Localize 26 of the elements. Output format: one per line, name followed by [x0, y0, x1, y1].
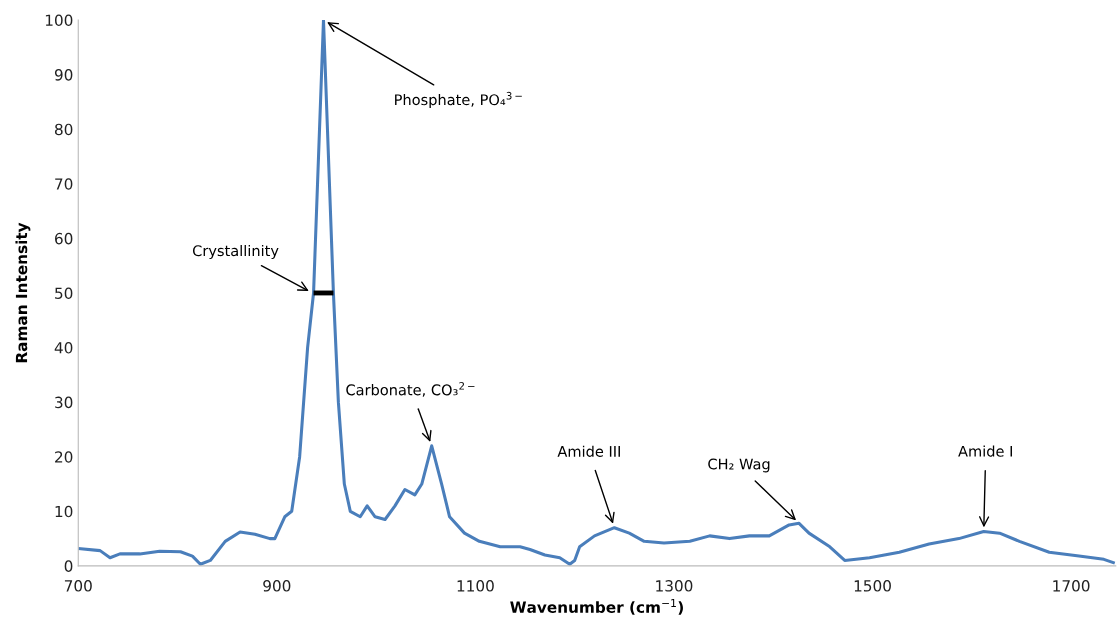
x-tick-label: 1100	[457, 580, 494, 592]
annotation: Crystallinity	[192, 244, 279, 260]
x-tick-label: 1500	[854, 580, 891, 592]
line-series	[78, 20, 1116, 566]
annotation: CH₂ Wag	[708, 458, 770, 473]
y-tick-label: 30	[55, 396, 73, 409]
x-axis-title: Wavenumber (cm$^{−1}$)	[510, 599, 683, 615]
annotation: Carbonate, CO₃$^{2−}$	[346, 382, 475, 397]
y-tick-label: 100	[45, 14, 73, 27]
x-tick-label: 900	[263, 580, 291, 592]
y-tick-label: 10	[55, 505, 73, 518]
y-tick-label: 20	[55, 451, 73, 463]
annotation: Phosphate, PO₄$^{3−}$	[395, 91, 522, 109]
x-tick-label: 1300	[656, 580, 693, 592]
y-axis-title: Raman Intensity	[15, 222, 31, 363]
y-tick-label: 80	[54, 123, 73, 136]
annotation: Amide III	[557, 445, 620, 457]
y-tick-label: 60	[55, 232, 73, 245]
y-tick-label: 50	[55, 287, 73, 299]
y-tick-label: 70	[55, 178, 73, 190]
x-tick-label: 700	[64, 580, 92, 592]
x-tick-label: 1700	[1053, 580, 1090, 592]
y-tick-label: 90	[54, 69, 73, 81]
y-tick-label: 40	[54, 342, 73, 354]
y-tick-label: 0	[64, 560, 73, 572]
annotation: Amide I	[958, 445, 1012, 457]
